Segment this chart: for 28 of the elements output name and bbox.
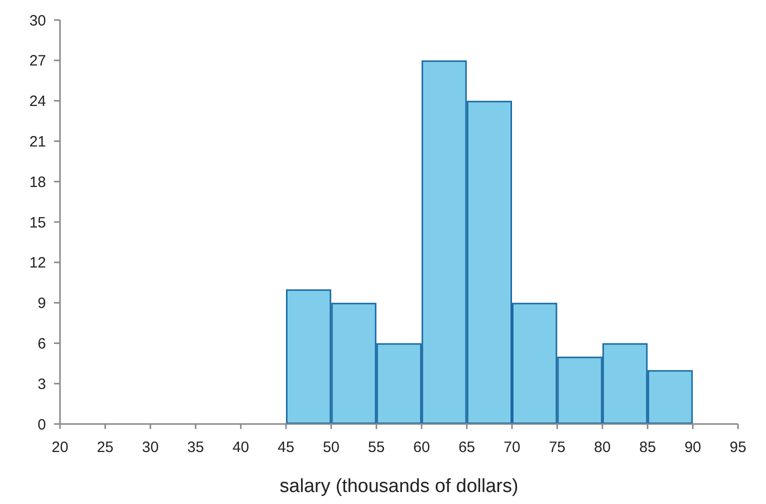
x-tick-label: 95	[730, 439, 746, 456]
x-tick-label: 65	[458, 439, 476, 456]
y-tick-label: 6	[38, 335, 46, 352]
x-tick-label: 75	[548, 439, 566, 456]
x-tick-label: 25	[96, 439, 114, 456]
y-tick-label: 9	[38, 295, 46, 312]
x-tick-label: 35	[187, 439, 204, 456]
x-tick-label: 50	[322, 439, 340, 456]
y-tick-label: 3	[38, 376, 46, 393]
x-tick-label: 40	[232, 439, 250, 456]
y-tick-label: 15	[29, 214, 46, 232]
x-axis-title: salary (thousands of dollars)	[280, 476, 518, 497]
y-tick-label: 18	[29, 174, 46, 191]
y-tick-label: 24	[29, 93, 46, 110]
y-tick-label: 0	[38, 416, 46, 434]
y-tick-label: 12	[29, 254, 46, 272]
x-tick-label: 55	[368, 439, 385, 456]
y-tick-label: 30	[29, 12, 46, 30]
x-tick-label: 30	[142, 439, 159, 456]
y-tick-label: 21	[29, 133, 46, 150]
x-tick-label: 70	[504, 439, 520, 456]
x-tick-label: 80	[594, 439, 611, 456]
x-tick-label: 90	[684, 439, 702, 456]
y-tick-label: 27	[29, 52, 46, 70]
x-tick-label: 20	[52, 439, 68, 456]
x-tick-label: 60	[413, 439, 430, 456]
x-tick-label: 45	[278, 439, 294, 456]
x-tick-label: 85	[639, 439, 656, 456]
